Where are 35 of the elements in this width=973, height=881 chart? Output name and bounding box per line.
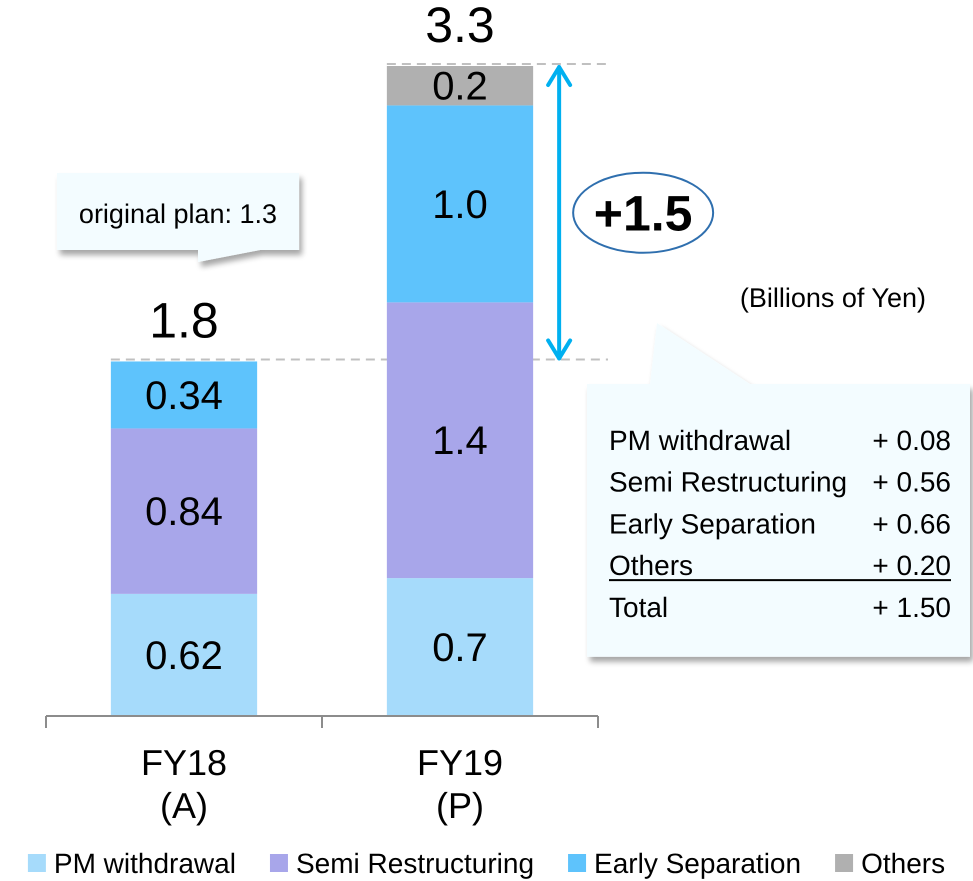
annotation: original plan: 1.3 [78, 199, 278, 229]
text: (Billions of Yen) [740, 283, 926, 313]
bar [110, 428, 258, 594]
bar [386, 66, 534, 106]
text: Total [609, 592, 668, 623]
bar [110, 361, 258, 428]
legend-label: PM withdrawal [54, 848, 236, 879]
text: + 0.66 [872, 508, 951, 540]
data-label: 0.62 [145, 634, 223, 678]
text: Early Separation [609, 508, 816, 540]
data-label: 0.7 [432, 626, 488, 670]
data-label: 0.34 [145, 374, 223, 418]
text: + 1.50 [872, 592, 951, 623]
bar [386, 105, 534, 302]
x-tick-label: FY19 (P) [416, 742, 504, 826]
annotation: +1.5 [594, 186, 692, 242]
data-label: 0.2 [432, 64, 488, 109]
text: + 0.08 [872, 425, 951, 456]
legend-label: Semi Restructuring [296, 848, 534, 879]
text: Others [609, 550, 694, 582]
legend-label: Others [861, 848, 946, 879]
total-label: 3.3 [425, 0, 495, 53]
bar [386, 578, 534, 716]
bar [110, 594, 258, 716]
text: Semi Restructuring [609, 466, 848, 498]
x-tick-label: FY18 (A) [140, 742, 228, 826]
data-label: 1.4 [432, 419, 488, 464]
text: + 0.56 [872, 466, 951, 498]
total-label: 1.8 [149, 292, 219, 348]
text: PM withdrawal [609, 425, 792, 456]
bar [386, 302, 534, 578]
data-label: 1.0 [432, 182, 488, 227]
data-label: 0.84 [145, 490, 223, 534]
text: + 0.20 [872, 550, 951, 582]
legend-label: Early Separation [594, 848, 802, 879]
